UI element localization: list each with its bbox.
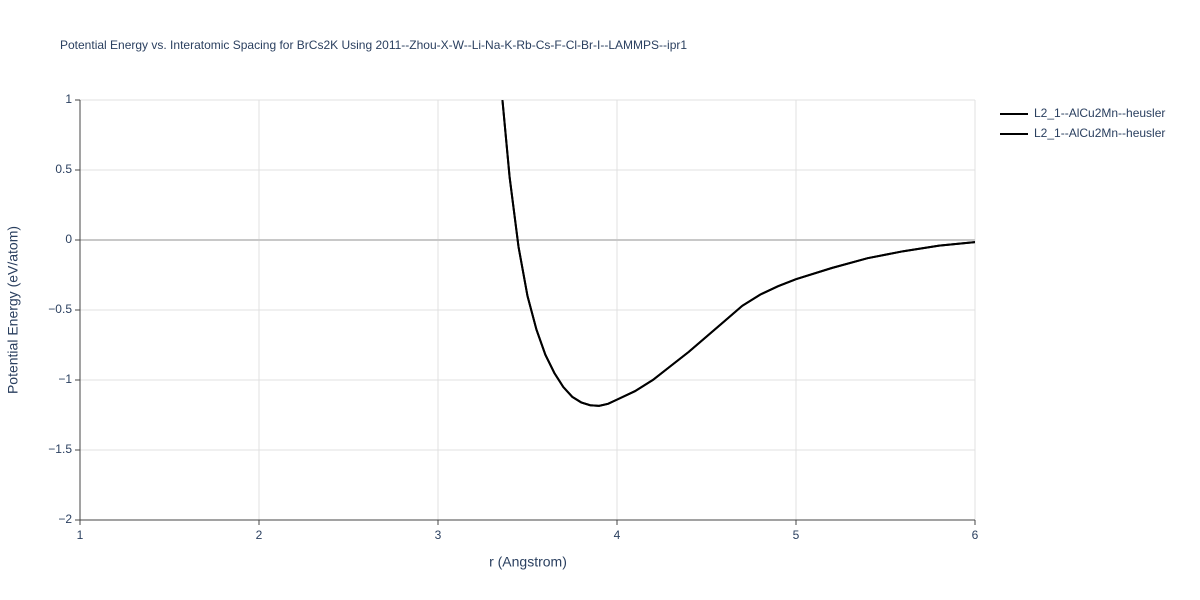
x-tick-label: 3 [435,528,442,542]
y-tick-label: −2 [58,512,72,526]
y-tick-label: 1 [65,92,72,106]
line [501,100,975,407]
x-tick-label: 4 [614,528,621,542]
line [501,100,975,407]
x-tick-label: 6 [972,528,979,542]
x-axis-label: r (Angstrom) [489,554,567,570]
y-tick-label: 0 [65,232,72,246]
legend-label: L2_1--AlCu2Mn--heusler [1034,106,1165,120]
y-tick-label: −0.5 [48,302,72,316]
chart-title: Potential Energy vs. Interatomic Spacing… [60,38,687,52]
x-tick-label: 5 [793,528,800,542]
x-tick-label: 2 [256,528,263,542]
x-tick-label: 1 [77,528,84,542]
y-tick-label: 0.5 [55,162,72,176]
y-tick-label: −1 [58,372,72,386]
y-axis-label: Potential Energy (eV/atom) [5,226,21,394]
y-tick-label: −1.5 [48,442,72,456]
legend-label: L2_1--AlCu2Mn--heusler [1034,126,1165,140]
